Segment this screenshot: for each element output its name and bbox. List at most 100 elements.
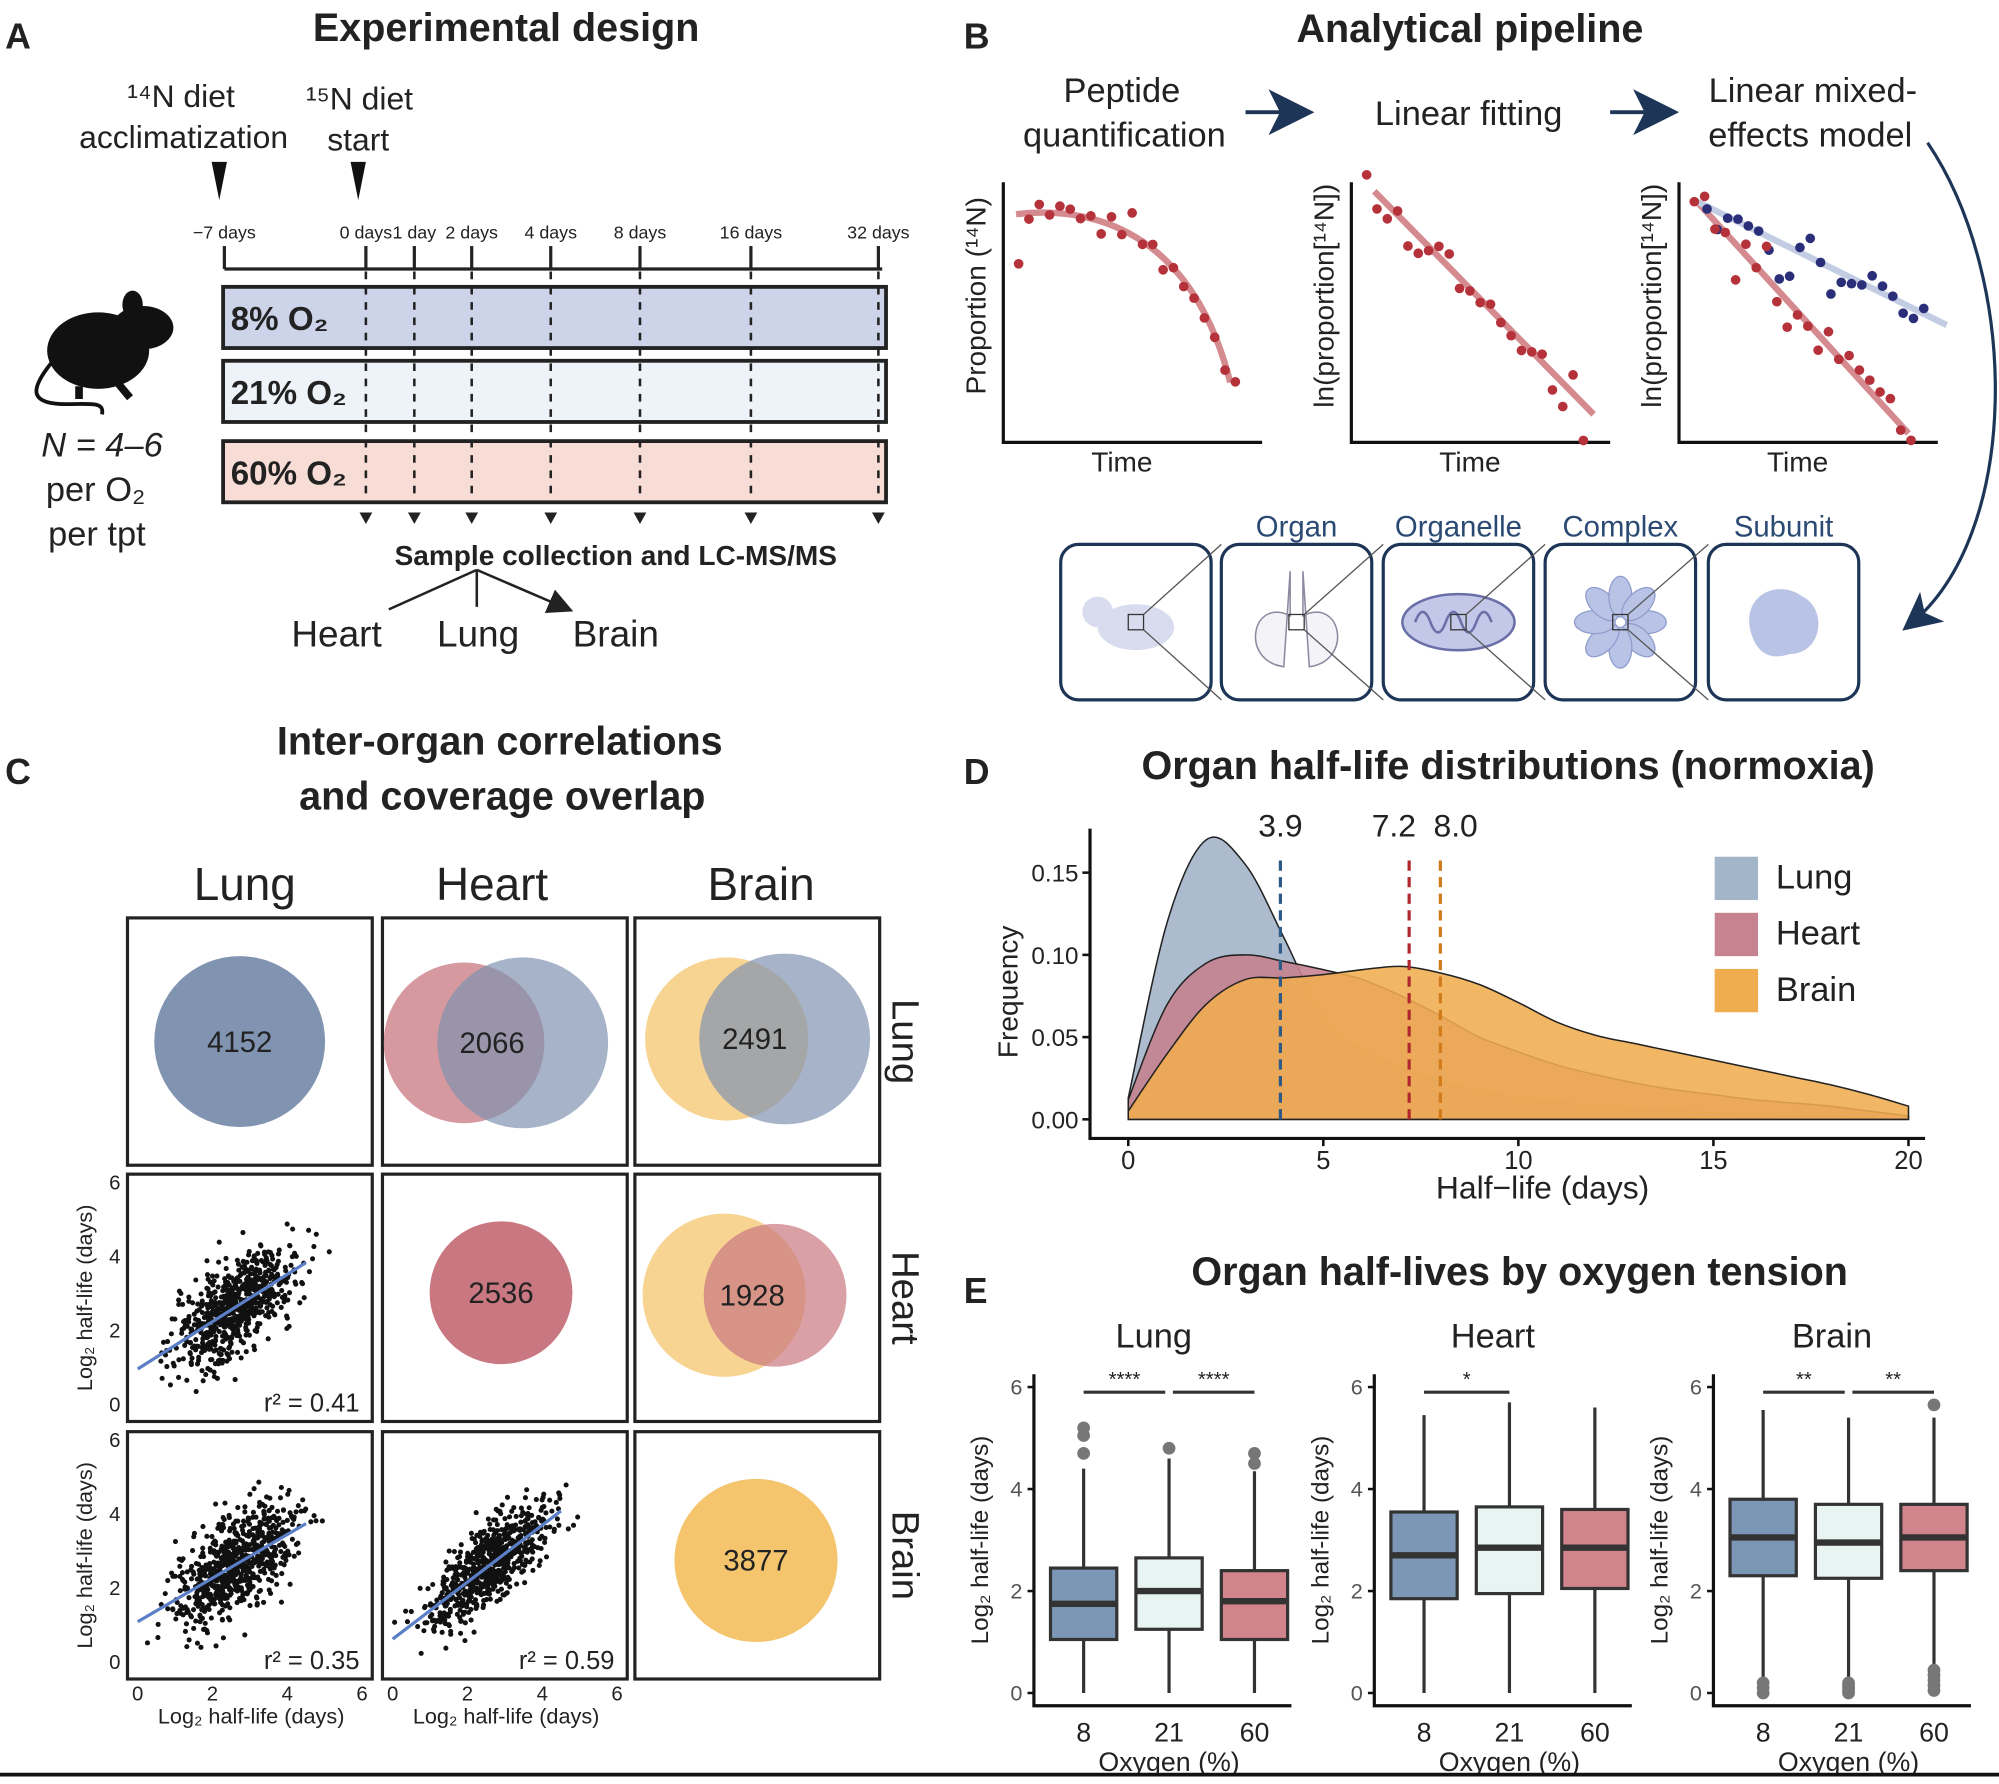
scatter-point — [184, 1586, 191, 1592]
scatter-point — [178, 1603, 184, 1609]
legend-label: Lung — [1776, 859, 1853, 897]
scatter-point — [159, 1375, 165, 1381]
scatter-point — [463, 1558, 470, 1564]
scatter-point — [199, 1565, 205, 1571]
scatter-point — [448, 1628, 454, 1634]
scatter-point — [209, 1357, 215, 1363]
venn-lung-heart: 2066 — [383, 957, 609, 1129]
scatter-point — [485, 1516, 491, 1522]
legend-swatch — [1714, 968, 1759, 1013]
scatter-point — [293, 1509, 299, 1515]
scatter-point — [252, 1258, 259, 1264]
scatter-point — [507, 1514, 513, 1520]
data-point — [1568, 370, 1578, 380]
level-label: Subunit — [1734, 511, 1833, 544]
scatter-point — [237, 1322, 243, 1328]
x-tick-label: 10 — [1504, 1147, 1532, 1175]
panel-e-boxplots: E Organ half-lives by oxygen tension Lun… — [964, 1250, 1971, 1777]
scatter-point — [276, 1522, 282, 1528]
scatter-point — [223, 1265, 229, 1272]
scatter-point — [536, 1562, 542, 1568]
scatter-point — [203, 1371, 209, 1378]
data-point — [1034, 199, 1045, 210]
scatter-point — [509, 1550, 515, 1556]
scatter-point — [479, 1553, 485, 1559]
data-point — [1392, 206, 1403, 216]
y-tick-label: 2 — [1690, 1579, 1702, 1604]
mini-plot: Time ln(proportion[¹⁴N]) — [1309, 169, 1611, 478]
data-point — [1836, 277, 1847, 288]
scatter-point — [235, 1314, 241, 1320]
data-point — [1209, 332, 1220, 343]
scatter-point — [194, 1597, 200, 1603]
scatter-point — [230, 1291, 236, 1297]
x-axis-label: Half−life (days) — [1436, 1169, 1649, 1205]
facet-title: Lung — [1115, 1318, 1192, 1356]
data-point — [1743, 221, 1754, 231]
scatter-point — [452, 1581, 459, 1587]
outlier-point — [1077, 1446, 1091, 1460]
scatter-point — [473, 1540, 479, 1546]
scatter-point — [431, 1628, 437, 1634]
scatter-point — [295, 1503, 301, 1509]
panel-c-correlations: C Inter-organ correlations and coverage … — [5, 720, 926, 1729]
scatter-point — [223, 1255, 229, 1262]
data-point — [1887, 291, 1898, 302]
data-point — [1106, 211, 1117, 222]
scatter-point — [182, 1323, 188, 1329]
median-annotation: 8.0 — [1433, 807, 1477, 843]
scatter-point — [523, 1557, 529, 1563]
scatter-point — [220, 1635, 226, 1641]
scatter-point — [183, 1621, 190, 1627]
scatter-point — [225, 1279, 231, 1286]
scatter-point — [222, 1317, 228, 1323]
scatter-point — [190, 1607, 197, 1613]
scatter-point — [223, 1546, 229, 1552]
y-tick-label: 0.00 — [1031, 1107, 1078, 1134]
panel-b-analytical-pipeline: B Analytical pipeline Peptide quantifica… — [960, 7, 1997, 702]
scatter-point — [458, 1542, 464, 1548]
scatter-point — [254, 1595, 260, 1601]
scatter-point — [274, 1581, 280, 1587]
scatter-point — [221, 1517, 227, 1523]
scatter-point — [203, 1573, 209, 1579]
scatter-point — [245, 1274, 251, 1280]
scatter-point — [172, 1538, 178, 1545]
scatter-point — [513, 1522, 519, 1528]
scatter-point — [244, 1532, 250, 1539]
scatter-point — [170, 1607, 176, 1613]
data-point — [1699, 191, 1710, 202]
data-point — [1877, 281, 1888, 291]
scatter-point — [461, 1565, 467, 1571]
scatter-point — [241, 1282, 247, 1288]
scatter-point — [542, 1535, 548, 1541]
scatter-point — [176, 1288, 182, 1294]
data-point — [1813, 345, 1823, 356]
scatter-point — [237, 1272, 243, 1279]
timepoint-label: 4 days — [524, 222, 577, 242]
density-chart: 0.00 0.05 0.10 0.15 0 5 10 15 20 3.9 7.2 8.0 Lung Hea… — [1031, 807, 1926, 1175]
scatter-point — [521, 1548, 527, 1554]
scatter-point — [283, 1279, 289, 1285]
r-squared-label: r² = 0.59 — [519, 1647, 615, 1675]
scatter-point — [502, 1532, 508, 1538]
data-point — [1189, 293, 1199, 304]
data-point — [1495, 317, 1506, 328]
venn-brain: 3877 — [674, 1478, 838, 1643]
data-point — [1722, 213, 1733, 224]
scatter-point — [198, 1644, 204, 1650]
scatter-point — [199, 1345, 205, 1351]
scatter-point — [193, 1388, 199, 1395]
timepoint-label: −7 days — [193, 222, 256, 242]
subunit-illustration-icon — [1749, 589, 1819, 657]
scatter-point — [191, 1625, 197, 1631]
scatter-point — [250, 1538, 256, 1544]
matrix-cell — [125, 1172, 374, 1424]
scatter-point — [233, 1546, 239, 1552]
scatter-point — [247, 1307, 253, 1313]
scatter-point — [186, 1298, 192, 1304]
scatter-point — [408, 1608, 414, 1615]
data-point — [1044, 210, 1055, 220]
scatter-point — [245, 1515, 251, 1521]
